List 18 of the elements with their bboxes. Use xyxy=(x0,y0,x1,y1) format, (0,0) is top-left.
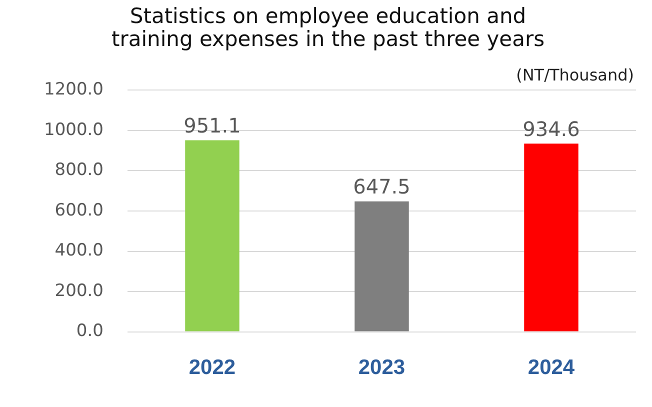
x-tick-label: 2023 xyxy=(358,356,406,380)
bar xyxy=(354,201,409,332)
bar xyxy=(185,140,240,332)
data-label: 934.6 xyxy=(522,116,580,141)
y-tick-label: 1000.0 xyxy=(44,120,104,140)
y-tick-label: 600.0 xyxy=(54,200,104,220)
data-label: 951.1 xyxy=(184,114,241,138)
data-label: 647.5 xyxy=(353,174,410,199)
x-tick-label: 2022 xyxy=(188,356,236,380)
y-tick-label: 200.0 xyxy=(54,280,104,301)
bar xyxy=(524,144,578,332)
y-tick-label: 1200.0 xyxy=(44,80,104,100)
text: (NT/Thousand) xyxy=(516,65,634,84)
x-tick-label: 2024 xyxy=(528,356,575,380)
chart-title: Statistics on employee education and training expenses in the past three years xyxy=(111,4,545,52)
y-tick-label: 400.0 xyxy=(54,240,104,261)
y-tick-label: 0.0 xyxy=(76,321,104,342)
y-tick-label: 800.0 xyxy=(54,160,104,180)
